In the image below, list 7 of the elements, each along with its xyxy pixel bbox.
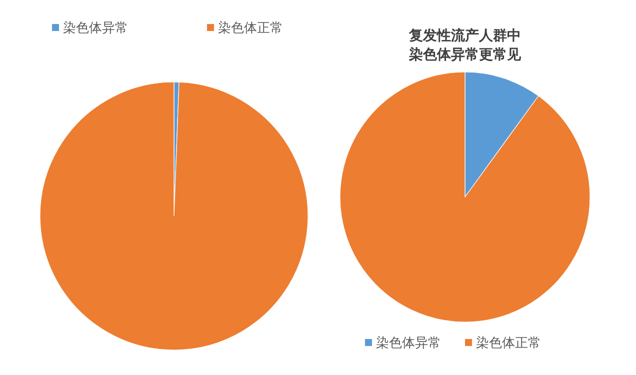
legend-label: 染色体异常 bbox=[63, 21, 128, 36]
pie-slice bbox=[40, 82, 308, 350]
chart-title: 复发性流产人群中染色体异常更常见 bbox=[408, 27, 522, 63]
legend-label: 染色体正常 bbox=[476, 336, 541, 351]
legend-label: 染色体异常 bbox=[376, 336, 441, 351]
pie-slice bbox=[340, 72, 590, 322]
legend-label: 染色体正常 bbox=[218, 21, 283, 36]
